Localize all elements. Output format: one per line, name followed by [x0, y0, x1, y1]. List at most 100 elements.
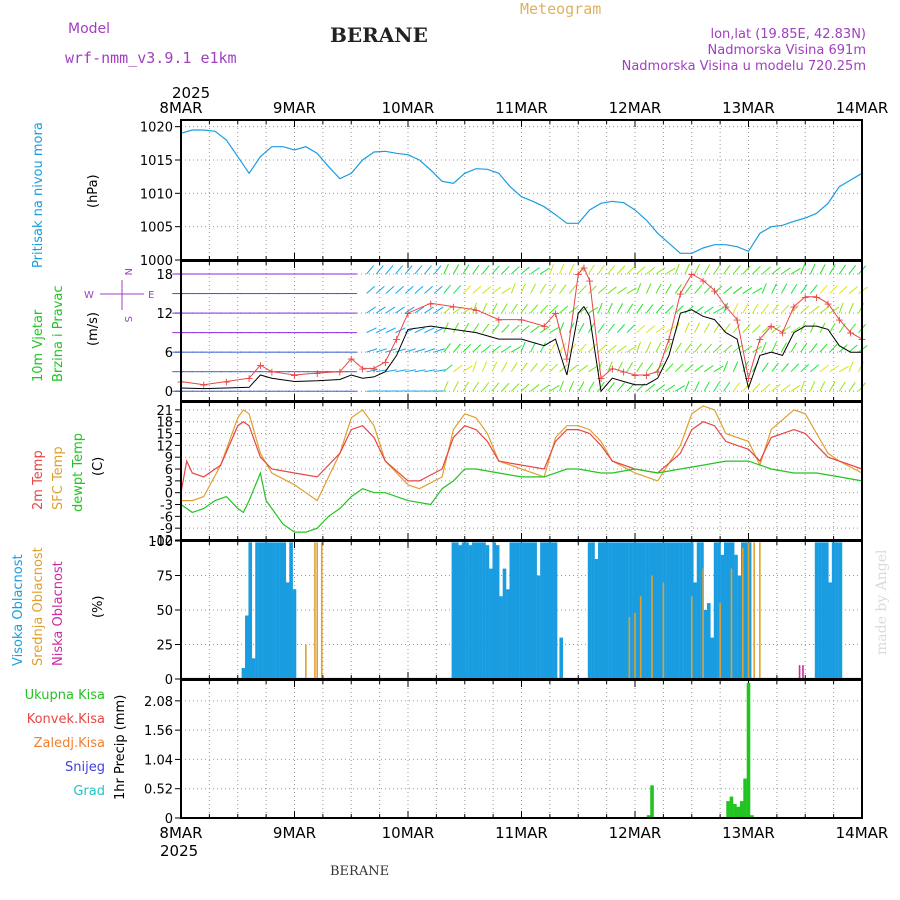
wind-arrow [530, 342, 536, 353]
y-tick-label: 15 [156, 428, 173, 443]
wind-arrow [674, 263, 680, 275]
wind-arrow [453, 364, 463, 373]
wind-arrow [694, 264, 701, 275]
wind-arrow [559, 364, 569, 373]
y-tick-label: -3 [160, 499, 173, 514]
wind-gust-marker: + [358, 362, 367, 375]
y-tick-label: -12 [152, 534, 173, 549]
cloud-bar-high [717, 542, 721, 679]
cloud-bar-high [683, 542, 687, 679]
wind-arrow [472, 264, 480, 275]
wind-arrow [433, 265, 442, 275]
wind-arrow [404, 306, 415, 314]
wind-arrow [607, 265, 616, 275]
cloud-bar-high [529, 542, 534, 679]
cloud-bar-mid [316, 542, 318, 679]
y-tick-label: 0 [165, 673, 173, 688]
time-tick-label: 13MAR [722, 99, 775, 117]
wind-arrow [501, 324, 510, 333]
cloud-bar-high [265, 542, 270, 679]
wind-arrow [404, 285, 414, 294]
cloud-bar-high [838, 542, 843, 679]
wind-arrow [559, 284, 567, 294]
wind-arrow [462, 381, 469, 392]
wind-gust-marker: + [244, 372, 253, 385]
wind-arrow [781, 304, 790, 314]
wind-arrow [597, 264, 605, 275]
wind-arrow [462, 264, 470, 275]
wind-arrow [607, 382, 615, 392]
precip-bar [733, 803, 737, 818]
wind-arrow [800, 284, 808, 294]
wind-arrow [491, 286, 502, 294]
wind-arrow [501, 265, 510, 275]
precip-bar [739, 801, 744, 818]
wind-arrow [501, 382, 510, 392]
wind-arrow [578, 343, 587, 353]
cloud-bar-high [272, 542, 276, 679]
wind-arrow [385, 369, 397, 373]
wind-arrow [780, 342, 787, 353]
precip-ylabel: 1hr Precip (mm) [113, 695, 128, 800]
cloud-bar-high [737, 575, 742, 679]
cloud-bar-high [492, 542, 497, 679]
wind-arrow [800, 342, 808, 353]
wind-arrow [539, 267, 550, 275]
wind-arrow [665, 342, 672, 353]
wind-arrow [549, 342, 557, 353]
compass-west: W [84, 290, 94, 301]
cloud-bar-high [559, 637, 564, 679]
cloud-bar-high [489, 568, 493, 679]
wind-arrow [713, 344, 723, 353]
wind-arrow [607, 323, 615, 333]
wind-arrow [443, 322, 449, 333]
cloud-bar-high [632, 542, 636, 679]
time-tick-label: 10MAR [382, 99, 435, 117]
credit-watermark: made by Angel [874, 549, 890, 655]
y-tick-label: 0 [165, 385, 173, 400]
wind-arrow [501, 287, 512, 294]
wind-arrow [588, 381, 595, 392]
y-tick-label: 12 [156, 307, 173, 322]
cloud-bar-high [262, 542, 266, 679]
wind-arrow [819, 306, 830, 314]
wind-arrow [520, 362, 528, 372]
y-tick-label: -9 [160, 522, 173, 537]
wind-arrow [491, 382, 500, 392]
wind-arrow [761, 303, 769, 314]
wind-arrow [732, 344, 743, 353]
wind-arrow [761, 266, 771, 275]
cloud-bar-high [550, 542, 554, 679]
cloud-bar-high [693, 582, 697, 679]
cloud-bar-high [282, 542, 287, 679]
cloud-low-ylabel: Niska Oblacnost [51, 561, 66, 666]
precip-legend-item: Snijeg [65, 760, 105, 775]
y-tick-label: 2.08 [144, 695, 173, 710]
wind-arrow [838, 381, 846, 392]
wind-arrow [809, 343, 818, 353]
wind-ylabel-2: Brzina i Pravac [51, 285, 66, 382]
wind-arrow [684, 364, 694, 373]
wind-arrow [771, 283, 777, 294]
y-tick-label: 1.04 [144, 753, 173, 768]
wind-arrow [520, 383, 530, 392]
wind-arrow [694, 364, 704, 373]
wind-arrow [655, 325, 666, 334]
wind-arrow [395, 265, 403, 275]
wind-arrow [375, 285, 385, 294]
wind-arrow [539, 283, 547, 294]
wind-arrow [723, 344, 733, 353]
wind-arrow [395, 348, 407, 353]
cloud-bar-high [472, 542, 476, 679]
wind-arrow [424, 285, 433, 294]
wind-arrow [810, 364, 820, 373]
wind-arrow [481, 382, 490, 392]
y-tick-label: 18 [156, 268, 173, 283]
cloud-bar-high [666, 542, 670, 679]
pressure-line [180, 129, 863, 254]
wind-arrow [452, 381, 459, 392]
wind-arrow [742, 324, 751, 333]
cloud-bar-high [275, 542, 280, 679]
y-tick-label: 1005 [140, 221, 173, 236]
wind-arrow [636, 266, 646, 275]
